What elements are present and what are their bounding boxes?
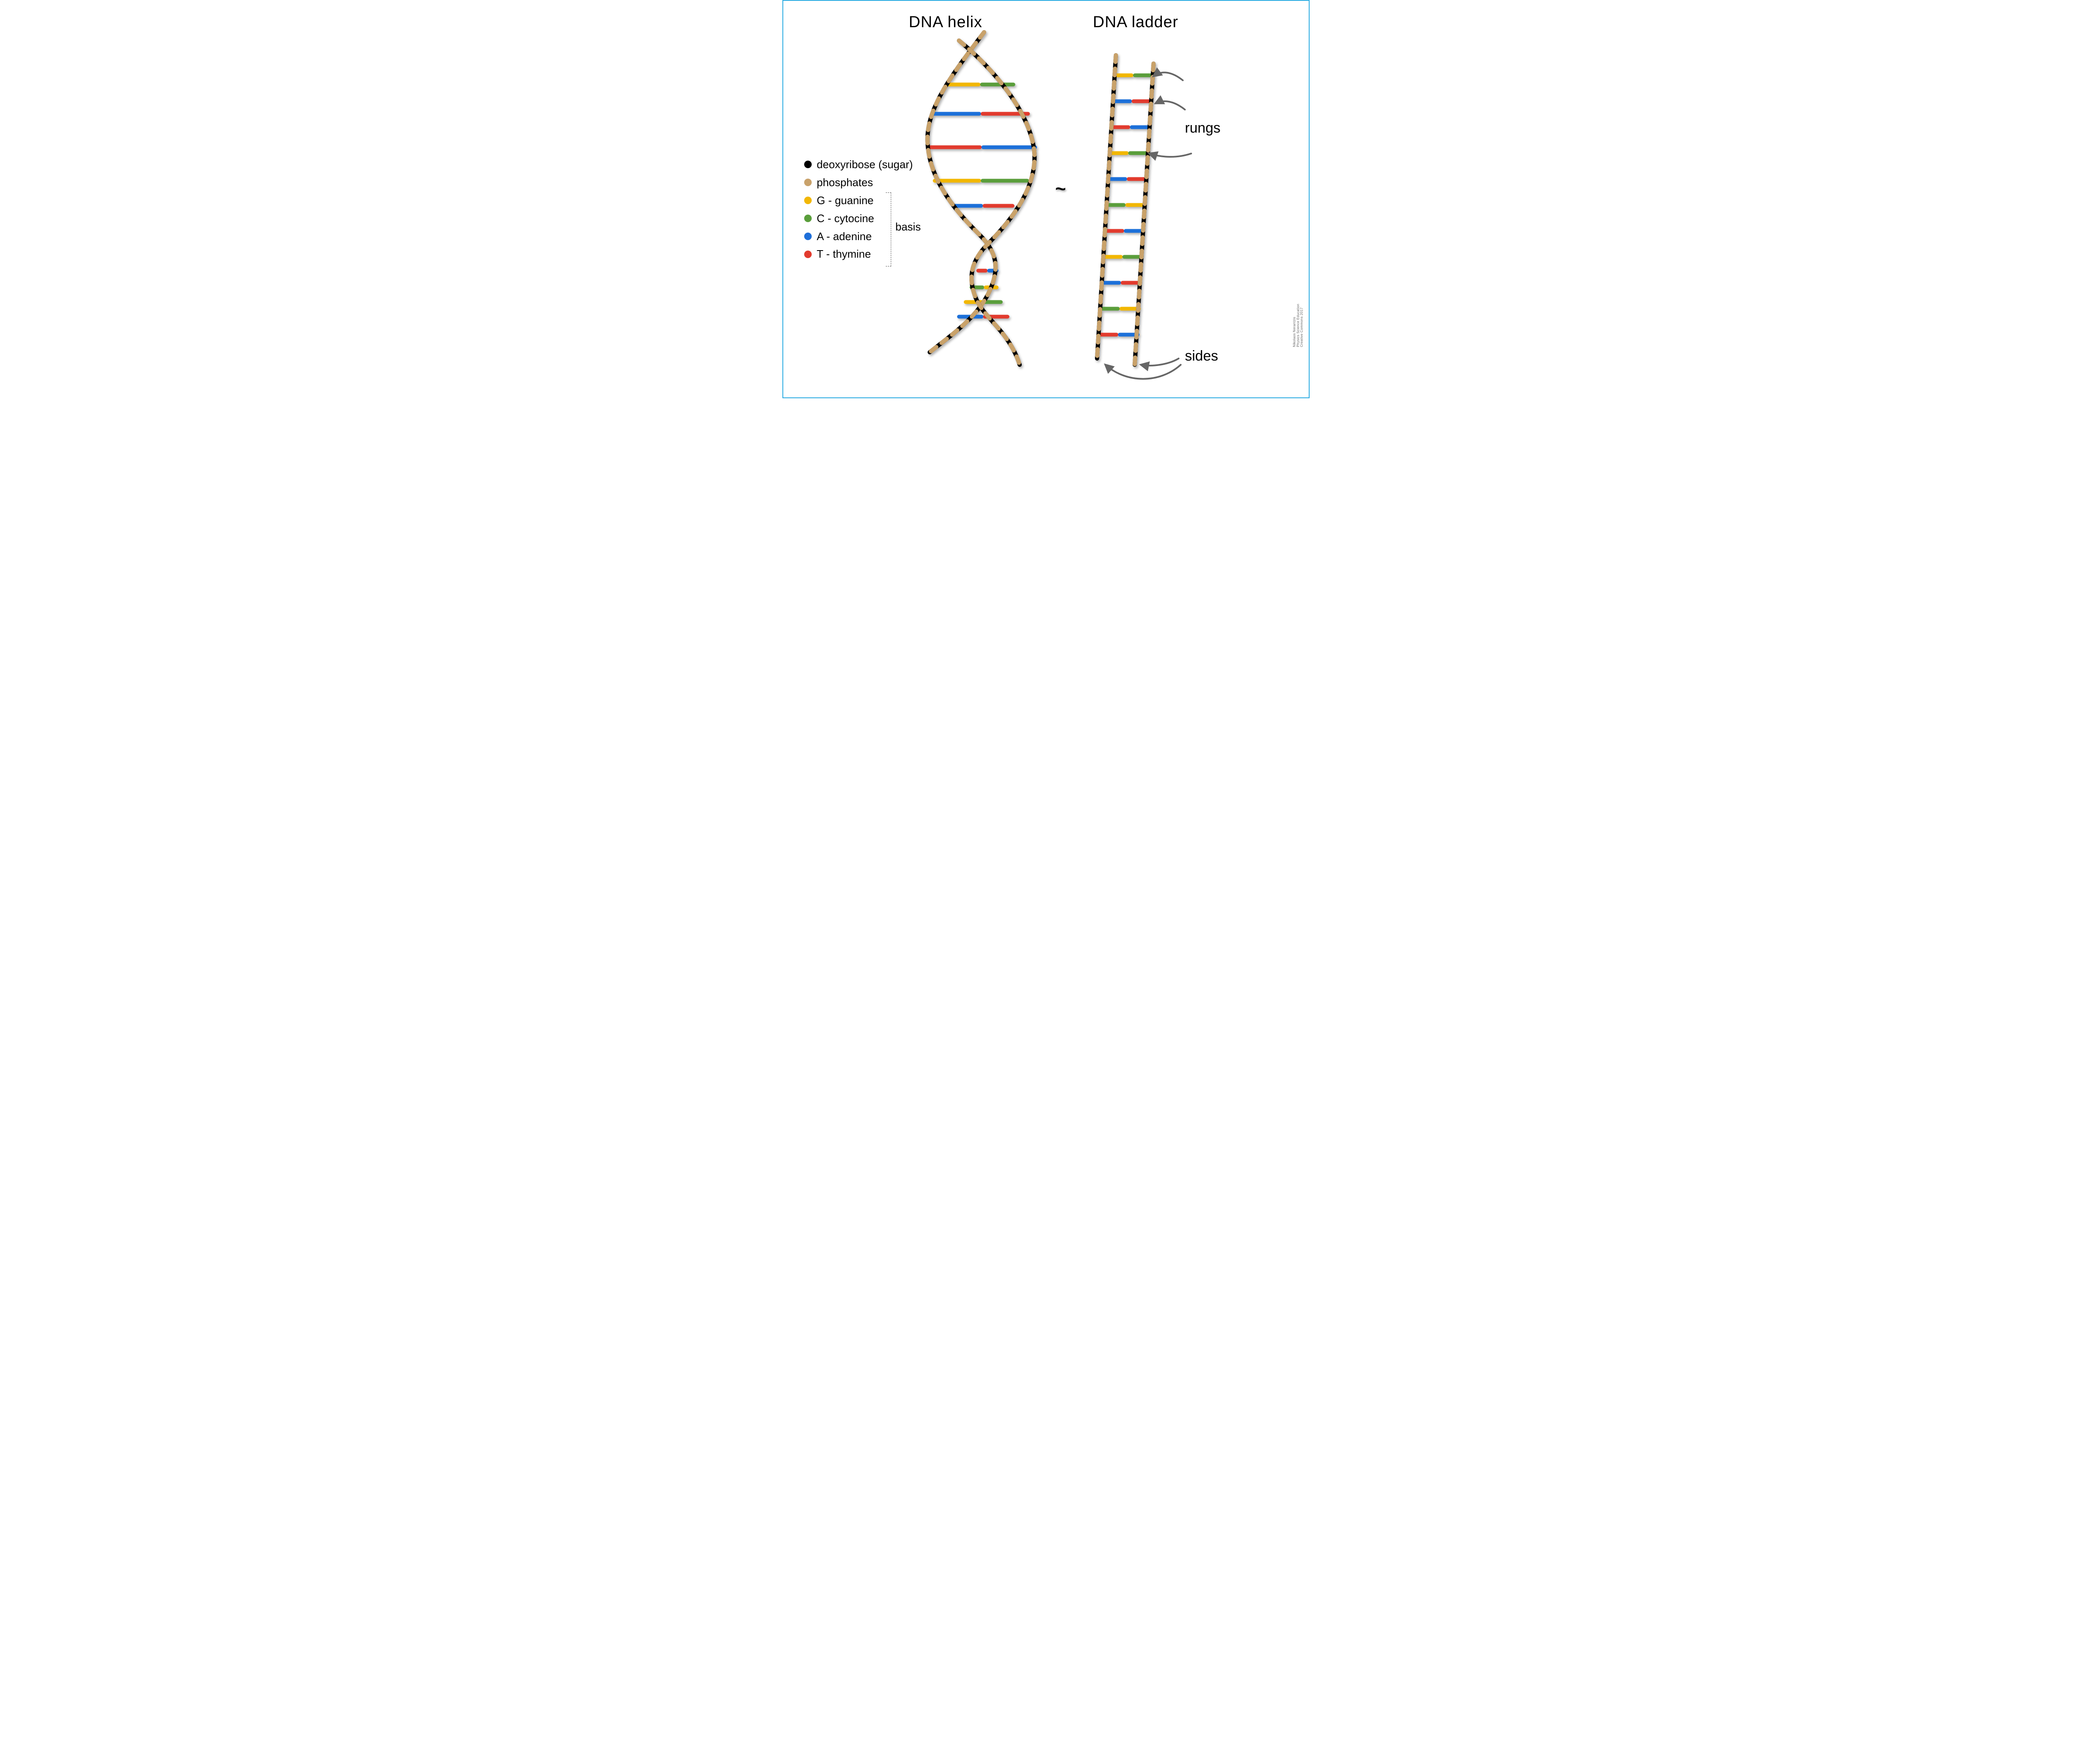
credit-line2: Physics Science Education (1296, 304, 1300, 347)
credit-block: Nikolaos Nerantzis Physics Science Educa… (1293, 304, 1304, 347)
credit-line3: Creative Commons 2017 (1300, 307, 1303, 347)
diagram-svg (783, 1, 1310, 398)
credit-author: Nikolaos Nerantzis (1292, 317, 1296, 347)
diagram-frame: DNA helix DNA ladder ~ deoxyribose (suga… (782, 0, 1310, 398)
